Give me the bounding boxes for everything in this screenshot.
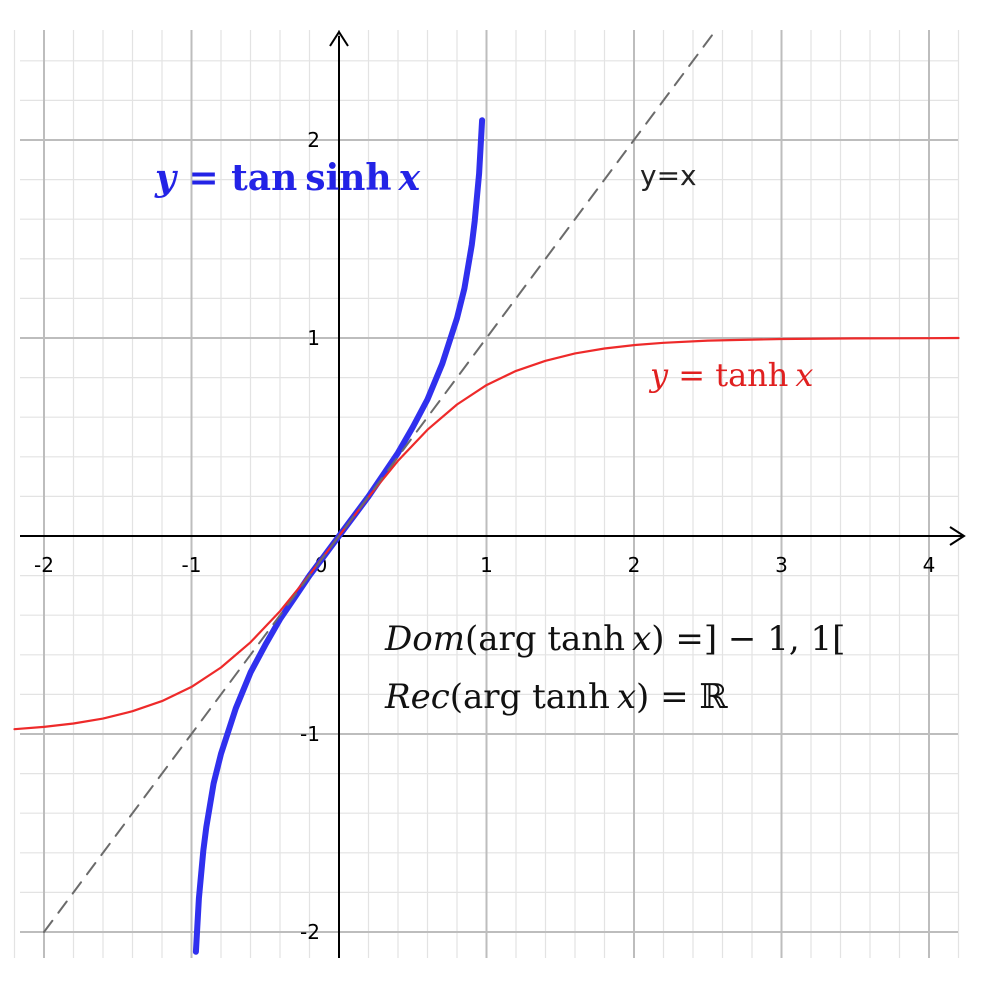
rec-var: x xyxy=(617,677,636,717)
dom-var: x xyxy=(632,619,651,659)
label-yx: y=x xyxy=(640,159,697,192)
tansinh-op1: tan xyxy=(231,157,297,199)
x-tick-label: 3 xyxy=(775,553,788,577)
y-tick-label: -2 xyxy=(300,920,320,944)
tansinh-x: x xyxy=(398,157,421,199)
tansinh-y: y xyxy=(154,157,178,199)
y-tick-label: 2 xyxy=(307,128,320,152)
tanh-op: tanh xyxy=(715,356,788,394)
series-line xyxy=(43,30,717,933)
label-tanh: y = tanh x xyxy=(648,356,813,394)
y-tick-label: 1 xyxy=(307,326,320,350)
minor-grid xyxy=(13,30,960,958)
tanh-eq: = xyxy=(668,356,715,394)
rec-rest: = ℝ xyxy=(649,677,728,717)
tansinh-eq: = xyxy=(176,157,231,199)
dom-close: ) xyxy=(651,619,664,659)
y-axis-arrow xyxy=(329,30,349,47)
x-tick-label: 2 xyxy=(628,553,641,577)
dom-func: arg tanh xyxy=(478,619,625,659)
rec-open: ( xyxy=(450,677,463,717)
tanh-x: x xyxy=(795,356,813,394)
x-tick-label: 4 xyxy=(923,553,936,577)
series-line xyxy=(13,336,960,731)
label-domain: Dom(arg tanh x) =] − 1, 1[ xyxy=(384,619,845,659)
dom-open: ( xyxy=(465,619,478,659)
x-tick-label: -2 xyxy=(34,553,54,577)
series-lines xyxy=(13,30,960,955)
rec-name: Rec xyxy=(384,677,450,717)
tanh-y: y xyxy=(648,356,669,394)
dom-rest: =] − 1, 1[ xyxy=(665,619,846,659)
dom-name: Dom xyxy=(384,619,465,659)
label-range: Rec(arg tanh x) = ℝ xyxy=(384,677,728,717)
x-axis-arrow xyxy=(949,526,966,546)
x-tick-label: -1 xyxy=(182,553,202,577)
tansinh-op2: sinh xyxy=(305,157,391,199)
x-tick-label: 1 xyxy=(480,553,493,577)
y-tick-label: -1 xyxy=(300,722,320,746)
rec-func: arg tanh xyxy=(463,677,610,717)
label-tansinh: y = tan sinh x xyxy=(154,157,421,199)
axes xyxy=(20,30,966,958)
rec-close: ) xyxy=(636,677,649,717)
